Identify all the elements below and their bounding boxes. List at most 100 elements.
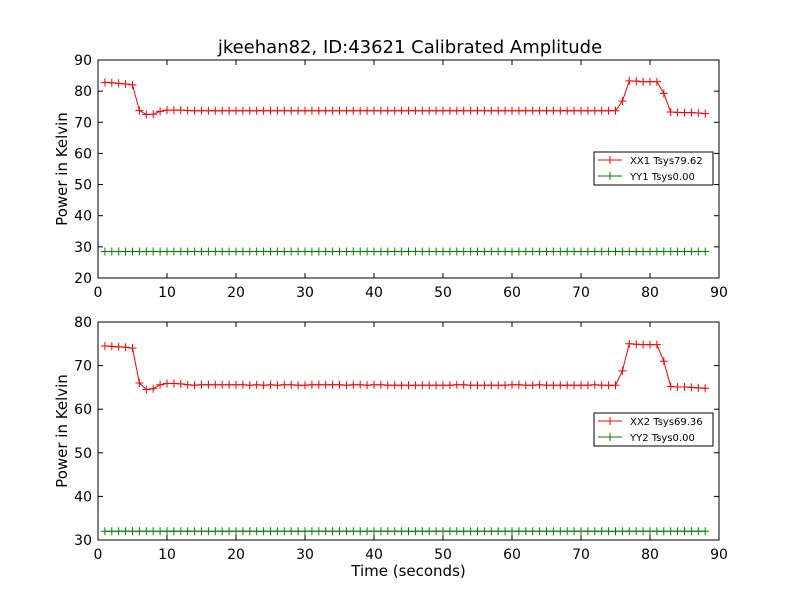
- data-point: [156, 107, 165, 116]
- data-point: [314, 247, 323, 256]
- data-point: [445, 527, 454, 536]
- data-point: [535, 106, 544, 115]
- data-point: [556, 527, 565, 536]
- data-point: [452, 527, 461, 536]
- data-point: [135, 379, 144, 388]
- data-point: [404, 106, 413, 115]
- data-point: [280, 527, 289, 536]
- data-point: [604, 247, 613, 256]
- legend-label: YY2 Tsys0.00: [629, 433, 695, 444]
- data-point: [652, 77, 661, 86]
- data-point: [625, 339, 634, 348]
- legend-entry: YY1 Tsys0.00: [598, 172, 695, 183]
- data-point: [100, 247, 109, 256]
- y-tick-label: 20: [74, 271, 92, 287]
- legend-label: YY1 Tsys0.00: [629, 172, 695, 183]
- data-point: [418, 247, 427, 256]
- data-point: [494, 247, 503, 256]
- data-point: [363, 247, 372, 256]
- data-point: [570, 106, 579, 115]
- x-tick-label: 70: [572, 285, 590, 301]
- data-point: [156, 527, 165, 536]
- data-point: [142, 527, 151, 536]
- data-point: [190, 527, 199, 536]
- data-point: [590, 106, 599, 115]
- x-tick-label: 50: [434, 285, 452, 301]
- data-point: [577, 381, 585, 390]
- data-point: [521, 381, 530, 390]
- chart-title: jkeehan82, ID:43621 Calibrated Amplitude: [217, 37, 602, 58]
- data-point: [370, 106, 378, 115]
- y-tick-label: 30: [74, 533, 92, 549]
- data-point: [508, 106, 516, 115]
- axes-frame: [97, 321, 720, 541]
- data-point: [252, 380, 261, 389]
- data-point: [266, 380, 275, 389]
- x-tick-label: 40: [365, 285, 383, 301]
- data-point: [307, 527, 316, 536]
- data-point: [680, 108, 689, 117]
- legend-label: XX2 Tsys69.36: [630, 417, 703, 428]
- data-point: [646, 247, 654, 256]
- data-point: [245, 527, 254, 536]
- data-point: [238, 527, 247, 536]
- data-point: [349, 380, 358, 389]
- data-point: [646, 527, 654, 536]
- legend: XX2 Tsys69.36 YY2 Tsys0.00: [593, 412, 714, 447]
- data-point: [273, 106, 282, 115]
- data-point: [680, 247, 689, 256]
- data-point: [583, 106, 592, 115]
- data-point: [342, 381, 351, 390]
- y-tick-label: 50: [74, 178, 92, 194]
- data-point: [425, 106, 434, 115]
- data-point: [142, 247, 151, 256]
- legend: XX1 Tsys79.62 YY1 Tsys0.00: [593, 151, 714, 186]
- data-point: [287, 247, 296, 256]
- legend-entry: YY2 Tsys0.00: [598, 433, 695, 444]
- data-point: [632, 77, 641, 86]
- data-point: [121, 79, 130, 88]
- data-point: [225, 380, 234, 389]
- data-point: [156, 380, 165, 389]
- data-point: [232, 527, 240, 536]
- data-point: [611, 527, 620, 536]
- data-point: [121, 343, 130, 352]
- data-point: [528, 247, 537, 256]
- data-point: [514, 247, 523, 256]
- x-tick-label: 30: [296, 285, 314, 301]
- data-point: [169, 106, 178, 115]
- data-point: [100, 78, 109, 87]
- data-point: [632, 340, 641, 349]
- data-point: [163, 379, 171, 388]
- data-point: [590, 247, 599, 256]
- data-point: [445, 381, 454, 390]
- x-tick-label: 80: [641, 285, 659, 301]
- data-point: [494, 381, 503, 390]
- data-point: [625, 76, 634, 85]
- data-point: [363, 106, 372, 115]
- data-point: [328, 527, 337, 536]
- data-point: [487, 106, 496, 115]
- data-point: [480, 381, 489, 390]
- data-point: [673, 108, 682, 117]
- data-point: [259, 527, 268, 536]
- data-point: [383, 247, 392, 256]
- x-axis-label: Time (seconds): [350, 562, 466, 580]
- data-point: [376, 247, 385, 256]
- data-point: [238, 106, 247, 115]
- data-point: [701, 527, 710, 536]
- data-point: [176, 106, 185, 115]
- data-point: [418, 527, 427, 536]
- data-point: [280, 247, 289, 256]
- data-point: [604, 106, 613, 115]
- data-point: [176, 527, 185, 536]
- data-point: [514, 527, 523, 536]
- data-point: [611, 381, 620, 390]
- data-point: [363, 381, 372, 390]
- data-point: [390, 106, 399, 115]
- data-point: [583, 247, 592, 256]
- data-point: [439, 381, 447, 390]
- data-point: [211, 527, 220, 536]
- legend-box: [593, 151, 714, 186]
